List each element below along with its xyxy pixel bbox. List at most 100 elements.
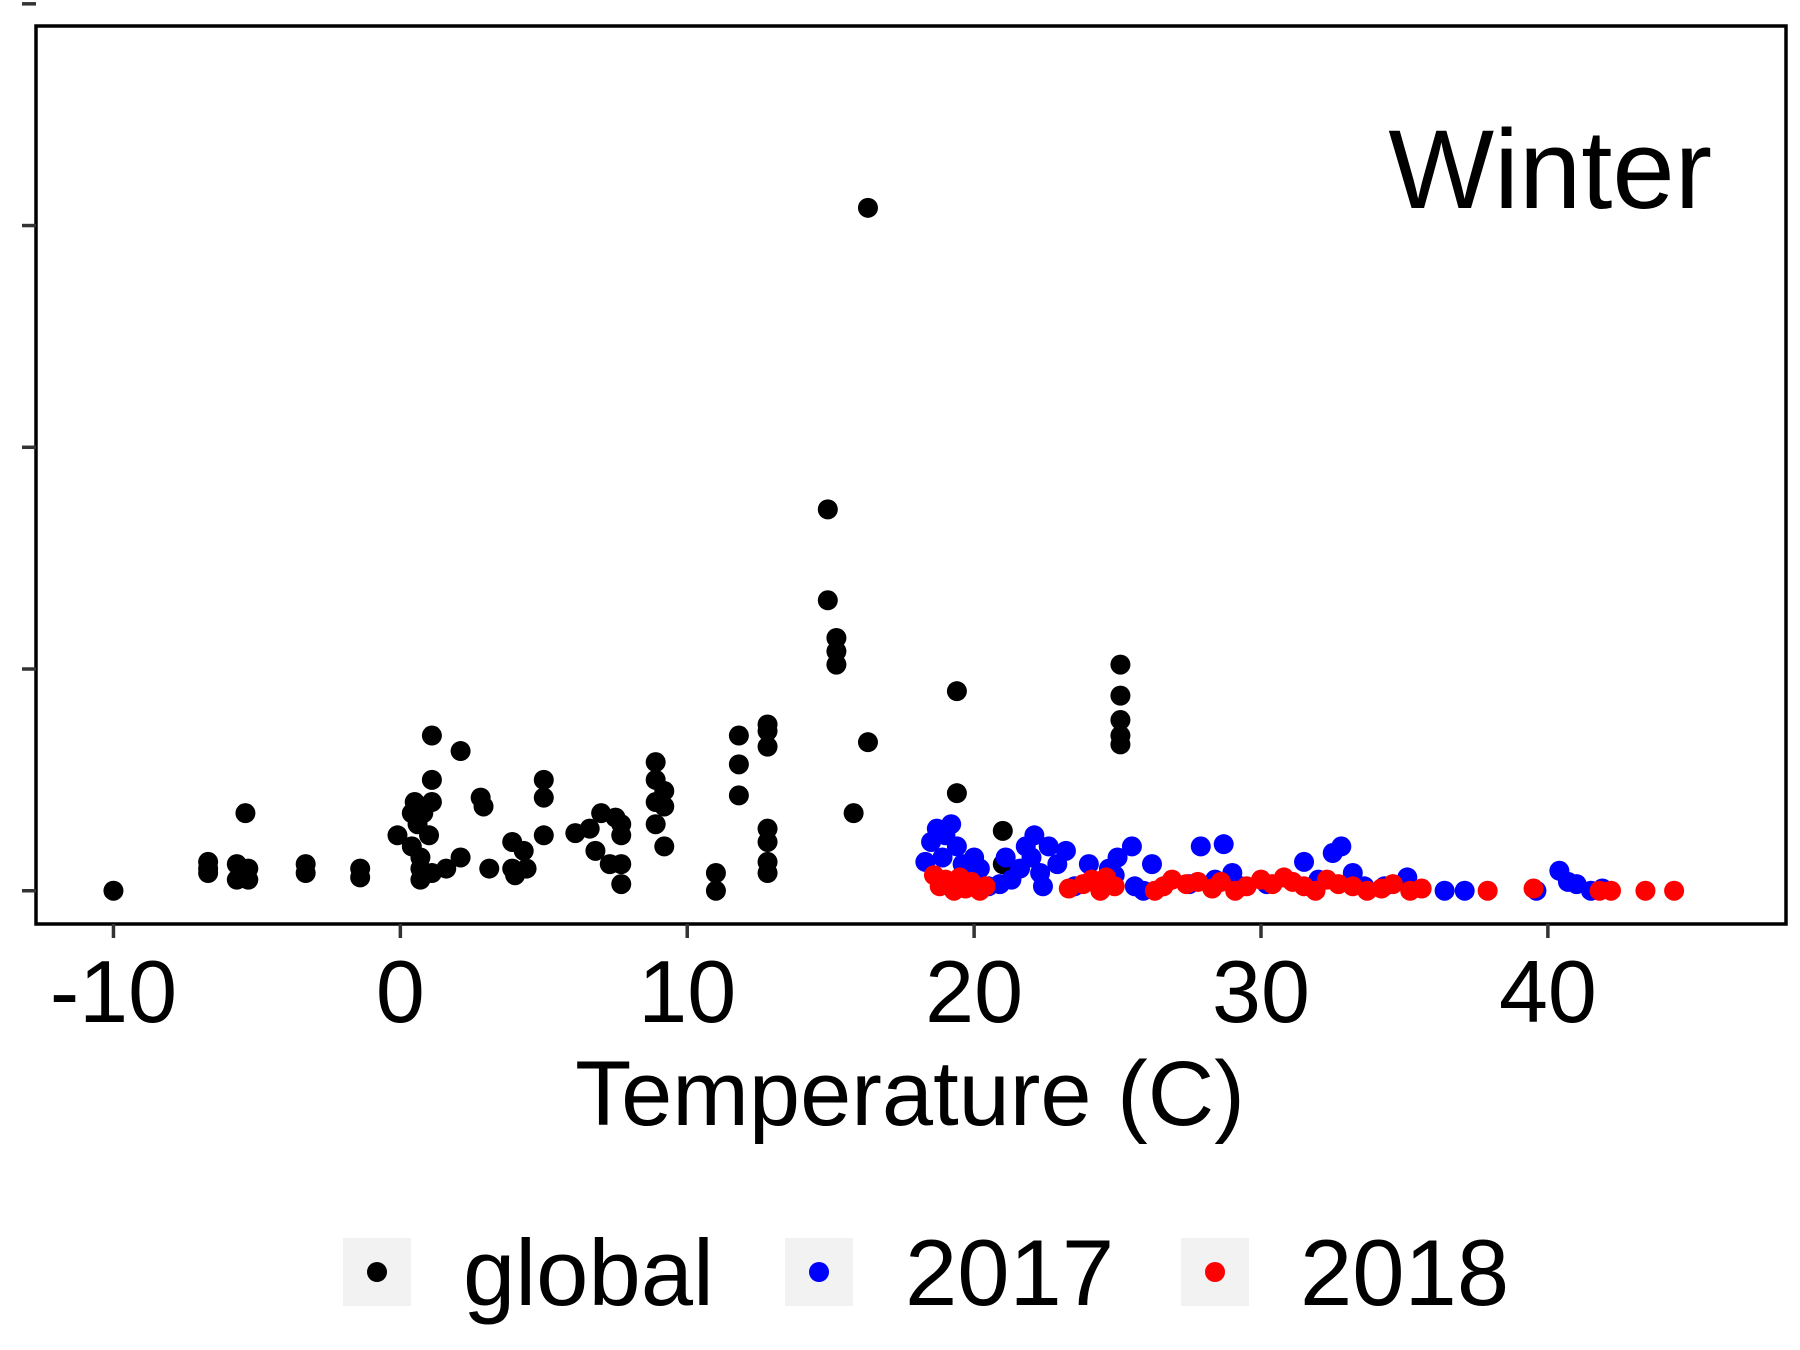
data-point: [579, 818, 600, 839]
data-point: [757, 863, 778, 884]
data-point: [1411, 878, 1432, 899]
x-tick-label: 30: [1212, 942, 1310, 1041]
data-point: [1382, 874, 1403, 895]
legend: global 2017 2018: [343, 1220, 1509, 1325]
data-point: [728, 725, 749, 746]
data-point: [421, 769, 442, 790]
data-point: [350, 867, 371, 888]
data-point: [1021, 847, 1042, 868]
data-point: [728, 785, 749, 806]
panel-label: Winter: [1388, 107, 1712, 232]
data-point: [1523, 878, 1544, 899]
data-point: [1331, 836, 1352, 857]
data-point: [1055, 840, 1076, 861]
data-point: [1601, 880, 1621, 901]
legend-key-dot: [367, 1262, 387, 1282]
data-point: [1121, 836, 1142, 857]
data-point: [516, 858, 537, 879]
data-point: [817, 499, 838, 520]
x-axis-title: Temperature (C): [575, 1043, 1245, 1145]
data-point: [946, 836, 967, 857]
data-point: [611, 854, 632, 875]
legend-key-dot: [1205, 1262, 1225, 1282]
data-point: [1454, 880, 1475, 901]
x-tick-label: 0: [376, 942, 425, 1041]
data-point: [387, 825, 408, 846]
data-point: [1038, 836, 1059, 857]
data-point: [421, 725, 442, 746]
data-point: [1110, 685, 1131, 706]
plot-panel-border: [34, 24, 1788, 926]
data-point: [817, 590, 838, 611]
legend-label-2018: 2018: [1300, 1220, 1509, 1325]
y-axis-ticks: [22, 2, 36, 893]
data-point: [946, 783, 967, 804]
data-point: [654, 796, 675, 817]
data-point: [757, 831, 778, 852]
data-point: [1104, 876, 1125, 897]
data-point: [585, 840, 606, 861]
legend-label-2017: 2017: [905, 1220, 1114, 1325]
data-point: [645, 752, 666, 773]
data-point: [1032, 876, 1053, 897]
x-axis-ticks: -10 0 10 20 30 40: [50, 924, 1597, 1041]
data-point: [1110, 734, 1131, 755]
legend-label-global: global: [463, 1220, 714, 1325]
legend-key-dot: [809, 1262, 829, 1282]
data-point: [757, 736, 778, 757]
data-point: [533, 787, 554, 808]
data-point: [654, 780, 675, 801]
x-tick-label: 40: [1499, 942, 1597, 1041]
data-point: [995, 847, 1016, 868]
data-point: [1635, 880, 1656, 901]
data-point: [975, 876, 996, 897]
data-point: [103, 880, 124, 901]
data-point: [611, 874, 632, 895]
data-point: [1664, 880, 1685, 901]
data-point: [1477, 880, 1498, 901]
data-point: [198, 863, 219, 884]
series-2018: [923, 865, 1685, 901]
data-point: [1190, 836, 1211, 857]
data-point: [1107, 847, 1128, 868]
data-point: [419, 825, 440, 846]
data-point: [946, 681, 967, 702]
x-tick-label: 20: [925, 942, 1023, 1041]
data-point: [757, 721, 778, 742]
data-point: [473, 796, 494, 817]
data-point: [1213, 834, 1234, 855]
data-point: [450, 847, 471, 868]
data-point: [1110, 710, 1131, 731]
data-point: [728, 754, 749, 775]
data-point: [1110, 654, 1131, 675]
data-point: [238, 869, 259, 890]
data-point: [1210, 871, 1231, 892]
data-point: [1434, 880, 1455, 901]
data-point: [533, 769, 554, 790]
data-point: [705, 863, 726, 884]
data-point: [295, 863, 316, 884]
data-point: [235, 803, 256, 824]
data-point: [513, 840, 534, 861]
x-tick-label: -10: [50, 942, 177, 1041]
series-global: [103, 197, 1131, 901]
data-point: [1078, 854, 1099, 875]
data-point: [450, 741, 471, 762]
data-point: [645, 814, 666, 835]
data-point: [1294, 851, 1315, 872]
x-tick-label: 10: [638, 942, 736, 1041]
data-point: [857, 197, 878, 218]
data-point: [479, 858, 500, 879]
data-point: [843, 803, 864, 824]
data-point: [1024, 825, 1045, 846]
data-point: [941, 814, 962, 835]
data-point: [611, 825, 632, 846]
data-point: [992, 820, 1013, 841]
data-points: [103, 197, 1685, 901]
data-point: [654, 836, 675, 857]
data-point: [932, 847, 953, 868]
data-point: [533, 825, 554, 846]
data-point: [421, 792, 442, 813]
